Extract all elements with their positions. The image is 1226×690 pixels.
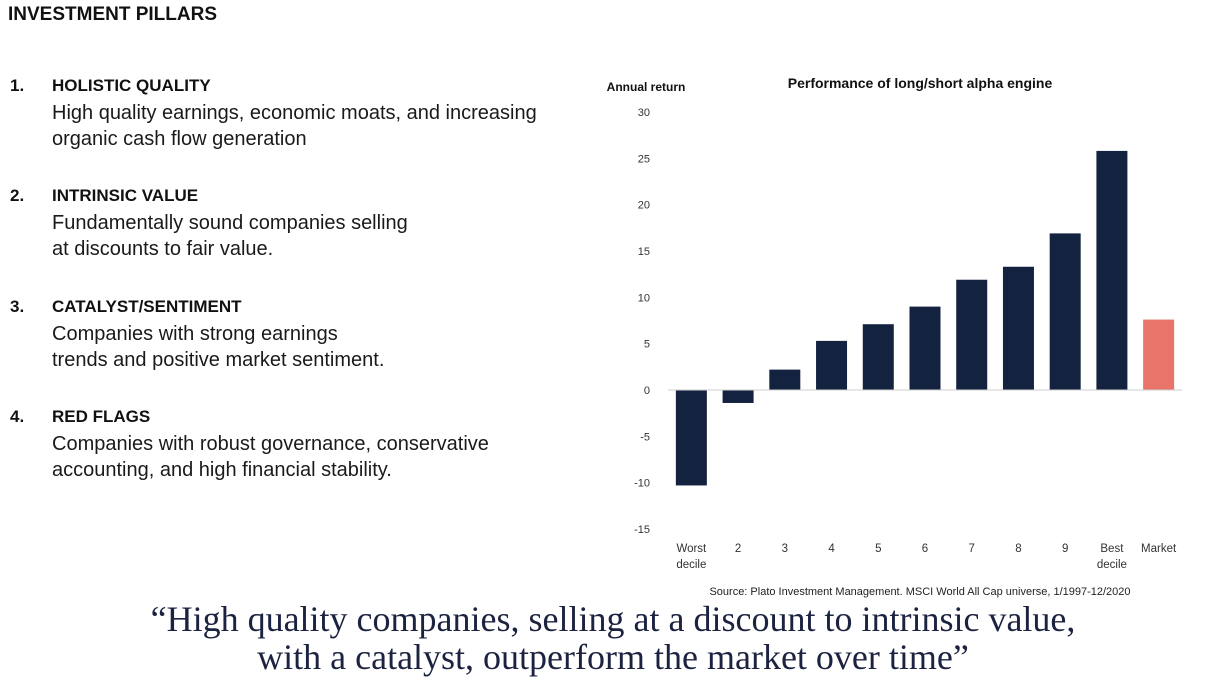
y-tick-label: 5 xyxy=(644,339,650,351)
pillar-description-line: Fundamentally sound companies selling xyxy=(52,212,408,234)
pillar-description: Companies with strong earnings trends an… xyxy=(52,321,612,373)
bar-6 xyxy=(909,306,941,390)
bar-market xyxy=(1143,319,1175,390)
x-tick-label-line: 8 xyxy=(1015,543,1021,555)
performance-chart: Performance of long/short alpha engine A… xyxy=(596,66,1196,606)
y-tick-label: -5 xyxy=(640,431,650,443)
bar-5 xyxy=(862,324,894,390)
x-tick-label: 4 xyxy=(828,543,835,555)
bar-9 xyxy=(1049,233,1081,390)
x-tick-label: 6 xyxy=(922,543,928,555)
pillar-description-line: at discounts to fair value. xyxy=(52,238,274,260)
y-tick-label: -15 xyxy=(634,524,650,536)
bar-series xyxy=(675,150,1175,486)
pillar-heading: RED FLAGS xyxy=(52,407,151,426)
x-tick-label-line: Best xyxy=(1100,543,1124,555)
x-tick-label-line: 2 xyxy=(735,543,741,555)
pillar-number: 3. xyxy=(10,297,25,316)
pillar-description-line: High quality earnings, economic moats, a… xyxy=(52,102,537,124)
pillar-heading: INTRINSIC VALUE xyxy=(52,186,199,205)
x-tick-label-line: 7 xyxy=(969,543,975,555)
bar-worst-decile xyxy=(675,390,707,486)
pillar-number: 2. xyxy=(10,186,25,205)
x-tick-label-line: decile xyxy=(676,559,706,571)
x-tick-label-line: Market xyxy=(1141,543,1177,555)
x-tick-label: 3 xyxy=(782,543,788,555)
pillar-description-line: organic cash flow generation xyxy=(52,128,307,150)
x-tick-label: 9 xyxy=(1062,543,1068,555)
y-axis-ticks: 30 25 20 15 10 5 0 -5 -10 -15 xyxy=(634,107,650,536)
x-tick-label: Market xyxy=(1141,543,1177,555)
y-tick-label: 0 xyxy=(644,385,650,397)
pillar-heading: CATALYST/SENTIMENT xyxy=(52,297,242,316)
x-tick-label-line: 4 xyxy=(828,543,835,555)
x-tick-label-line: decile xyxy=(1097,559,1127,571)
pillar-description: High quality earnings, economic moats, a… xyxy=(52,100,612,152)
bar-4 xyxy=(816,340,848,390)
x-tick-label: 5 xyxy=(875,543,881,555)
pillar-number: 4. xyxy=(10,407,25,426)
bar-7 xyxy=(956,279,988,390)
quote-block: “High quality companies, selling at a di… xyxy=(0,600,1226,676)
pillar-description-line: Companies with robust governance, conser… xyxy=(52,433,489,455)
pillar-description: Companies with robust governance, conser… xyxy=(52,431,612,483)
y-axis-label: Annual return xyxy=(607,80,686,94)
x-tick-label: 8 xyxy=(1015,543,1021,555)
x-tick-label-line: Worst xyxy=(676,543,707,555)
pillar-description-line: accounting, and high financial stability… xyxy=(52,459,392,481)
y-tick-label: 20 xyxy=(638,200,650,212)
quote-line: with a catalyst, outperform the market o… xyxy=(257,637,969,677)
x-tick-label: 7 xyxy=(969,543,975,555)
bar-best-decile xyxy=(1096,150,1128,390)
pillar-number: 1. xyxy=(10,76,25,95)
chart-title: Performance of long/short alpha engine xyxy=(788,75,1053,91)
quote-line: “High quality companies, selling at a di… xyxy=(150,599,1076,639)
y-tick-label: 15 xyxy=(638,246,650,258)
bar-8 xyxy=(1002,266,1034,390)
pillar-heading: HOLISTIC QUALITY xyxy=(52,76,211,95)
x-tick-label-line: 3 xyxy=(782,543,788,555)
chart-source-note: Source: Plato Investment Management. MSC… xyxy=(709,586,1130,598)
x-tick-label: Best decile xyxy=(1097,543,1127,571)
pillar-description-line: Companies with strong earnings xyxy=(52,323,338,345)
bar-3 xyxy=(769,369,801,390)
x-tick-label-line: 5 xyxy=(875,543,881,555)
y-tick-label: 10 xyxy=(638,292,650,304)
pillar-description: Fundamentally sound companies selling at… xyxy=(52,210,612,262)
x-axis-ticks: Worst decile 2 3 4 5 6 7 8 9 Best decile Market xyxy=(676,543,1177,571)
page-title: INVESTMENT PILLARS xyxy=(8,4,218,25)
pillar-description-line: trends and positive market sentiment. xyxy=(52,349,385,371)
x-tick-label: Worst decile xyxy=(676,543,707,571)
x-tick-label-line: 6 xyxy=(922,543,928,555)
y-tick-label: 30 xyxy=(638,107,650,119)
x-tick-label-line: 9 xyxy=(1062,543,1068,555)
y-tick-label: -10 xyxy=(634,478,650,490)
x-tick-label: 2 xyxy=(735,543,741,555)
bar-2 xyxy=(722,390,754,403)
y-tick-label: 25 xyxy=(638,153,650,165)
performance-chart-svg: Performance of long/short alpha engine A… xyxy=(607,75,1182,598)
